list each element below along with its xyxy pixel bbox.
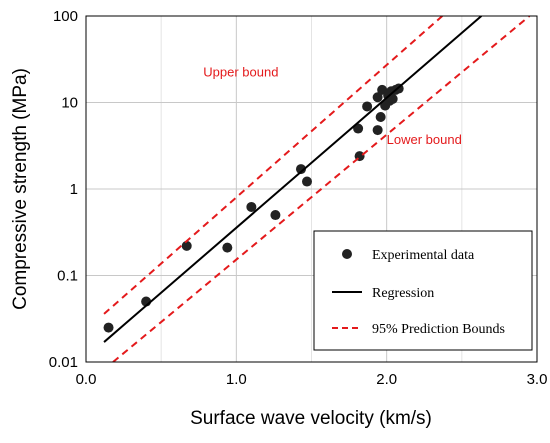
data-point [246, 201, 257, 212]
plot-frame [85, 15, 538, 363]
regression-line [103, 16, 483, 343]
series-layer [103, 16, 531, 362]
grid [86, 16, 537, 362]
y-tick-label: 1 [70, 181, 78, 198]
y-tick-label: 10 [61, 95, 78, 112]
y-tick-label: 0.01 [49, 354, 78, 371]
lower-bound-annotation: Lower bound [387, 132, 462, 147]
y-axis-title: Compressive strength (MPa) [10, 68, 31, 310]
data-point [353, 123, 364, 134]
upper-bound-line [103, 16, 443, 315]
legend-label-experimental: Experimental data [372, 248, 475, 263]
data-point [362, 101, 373, 112]
data-point [270, 210, 281, 221]
data-point [103, 322, 114, 333]
data-point [375, 111, 386, 122]
data-point [181, 240, 192, 251]
data-point [387, 93, 398, 104]
x-tick-label: 1.0 [226, 371, 247, 388]
x-axis-title: Surface wave velocity (km/s) [190, 408, 432, 429]
x-tick-label: 3.0 [527, 371, 548, 388]
data-point [222, 242, 233, 253]
lower-bound-line [112, 16, 531, 362]
y-tick-label: 100 [53, 8, 78, 25]
y-tick-label: 0.1 [57, 268, 78, 285]
legend: Experimental data Regression 95% Predict… [313, 230, 533, 351]
data-point [295, 164, 306, 175]
data-point [372, 125, 383, 136]
legend-label-regression: Regression [372, 286, 434, 301]
x-tick-label: 2.0 [376, 371, 397, 388]
annotations: Upper bound Lower bound [203, 64, 462, 147]
data-point [301, 176, 312, 187]
x-tick-label: 0.0 [76, 371, 97, 388]
tick-labels: 0.0 1.0 2.0 3.0 0.01 0.1 1 10 100 [49, 8, 548, 388]
legend-marker-experimental [342, 249, 352, 259]
upper-bound-annotation: Upper bound [203, 64, 278, 79]
legend-label-bounds: 95% Prediction Bounds [372, 322, 505, 337]
data-point [372, 92, 383, 103]
